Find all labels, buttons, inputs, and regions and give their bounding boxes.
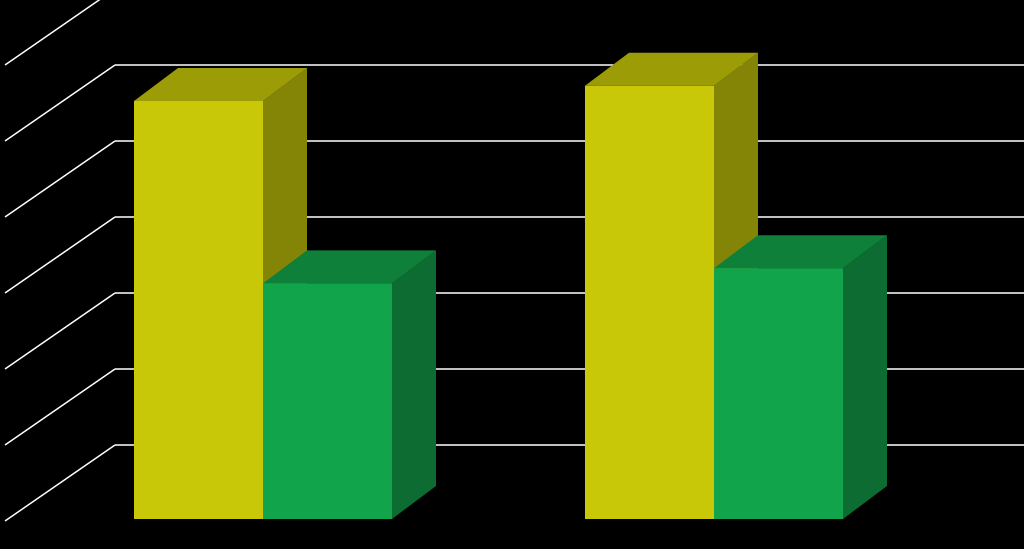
bar <box>134 101 263 519</box>
bar-side <box>392 250 436 519</box>
bars <box>134 52 887 520</box>
bar-top <box>585 52 758 86</box>
gridline-diagonal <box>4 444 116 522</box>
gridline-diagonal <box>4 368 116 446</box>
gridline-diagonal <box>4 64 116 142</box>
bar <box>263 283 392 519</box>
gridline-diagonal <box>4 140 116 218</box>
bar-top <box>134 68 307 101</box>
bar-top <box>714 235 887 269</box>
bar <box>585 85 714 520</box>
bar-side <box>843 235 887 519</box>
gridline-diagonal <box>4 0 101 66</box>
bar <box>714 268 843 519</box>
gridline-diagonal <box>4 292 116 370</box>
bar-top <box>263 250 436 284</box>
gridline-diagonal <box>4 216 116 294</box>
